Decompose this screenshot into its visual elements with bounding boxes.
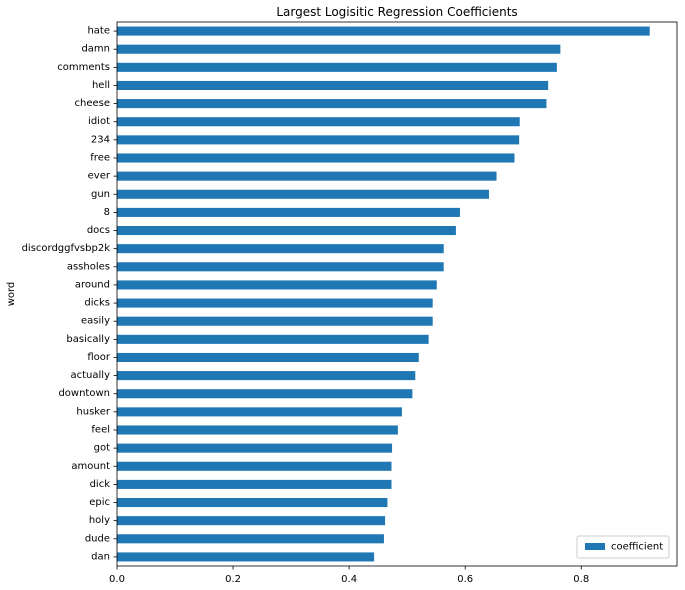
chart-title: Largest Logisitic Regression Coefficient…	[276, 5, 517, 19]
bar-actually	[117, 371, 416, 381]
x-tick-label: 0.6	[457, 574, 473, 585]
bar-ever	[117, 171, 497, 181]
y-tick-label: 234	[91, 134, 110, 145]
y-tick-label: husker	[76, 406, 110, 417]
bar-dick	[117, 479, 392, 489]
y-tick-label: around	[75, 279, 110, 290]
bar-damn	[117, 44, 561, 54]
bar-downtown	[117, 389, 413, 399]
y-tick-label: easily	[81, 316, 110, 327]
bar-got	[117, 443, 393, 453]
bar-idiot	[117, 117, 520, 127]
x-tick-label: 0.4	[341, 574, 357, 585]
plot-frame	[116, 21, 678, 567]
y-tick-label: dan	[91, 551, 110, 562]
x-tick-label: 0.0	[109, 574, 125, 585]
y-tick-label: dick	[90, 479, 111, 490]
bar-around	[117, 280, 437, 290]
bar-husker	[117, 407, 402, 417]
bar-free	[117, 153, 515, 163]
bar-assholes	[117, 262, 444, 272]
bar-floor	[117, 352, 419, 362]
y-axis-ticks: hate damn comments hell cheese idiot 234 free ev…	[22, 26, 117, 562]
legend-box	[576, 535, 670, 559]
bar-amount	[117, 461, 392, 471]
legend-swatch	[585, 543, 605, 550]
bar-basically	[117, 334, 429, 344]
y-tick-label: dude	[85, 533, 110, 544]
y-axis-label: word	[6, 282, 17, 307]
y-tick-label: hate	[87, 26, 110, 37]
y-tick-label: discordggfvsbp2k	[22, 243, 111, 254]
bar-cheese	[117, 99, 547, 109]
y-tick-label: idiot	[88, 116, 110, 127]
y-tick-label: gun	[91, 189, 110, 200]
bar-gun	[117, 189, 489, 199]
bar-feel	[117, 425, 398, 435]
y-tick-label: basically	[66, 334, 110, 345]
y-tick-label: epic	[89, 497, 110, 508]
y-tick-label: cheese	[74, 98, 110, 109]
y-tick-label: feel	[91, 425, 110, 436]
y-tick-label: free	[90, 153, 110, 164]
bar-dan	[117, 552, 375, 562]
y-tick-label: damn	[81, 44, 110, 55]
y-tick-label: floor	[87, 352, 111, 363]
y-tick-label: got	[94, 443, 110, 454]
bar-comments	[117, 62, 557, 72]
y-tick-label: downtown	[58, 388, 110, 399]
bar-234	[117, 135, 520, 145]
bars-group	[117, 26, 650, 562]
legend: coefficient	[576, 535, 670, 559]
bar-8	[117, 207, 460, 217]
x-tick-label: 0.8	[573, 574, 589, 585]
y-tick-label: actually	[71, 370, 111, 381]
y-tick-label: dicks	[84, 298, 110, 309]
bar-holy	[117, 516, 386, 526]
bar-hell	[117, 80, 549, 90]
y-tick-label: hell	[92, 80, 110, 91]
y-tick-label: assholes	[67, 261, 110, 272]
y-tick-label: holy	[89, 515, 110, 526]
x-axis-ticks: 0.0 0.2 0.4 0.6 0.8	[109, 566, 589, 585]
y-tick-label: comments	[57, 62, 110, 73]
bar-hate	[117, 26, 650, 36]
y-tick-label: amount	[71, 461, 110, 472]
bar-docs	[117, 226, 456, 236]
legend-label: coefficient	[611, 542, 663, 553]
bar-discordggfvsbp2k	[117, 244, 444, 254]
x-tick-label: 0.2	[225, 574, 241, 585]
bar-dicks	[117, 298, 433, 308]
y-tick-label: docs	[87, 225, 110, 236]
bar-easily	[117, 316, 433, 326]
bar-epic	[117, 498, 388, 508]
bar-dude	[117, 534, 384, 544]
y-tick-label: ever	[88, 171, 111, 182]
y-tick-label: 8	[104, 207, 110, 218]
